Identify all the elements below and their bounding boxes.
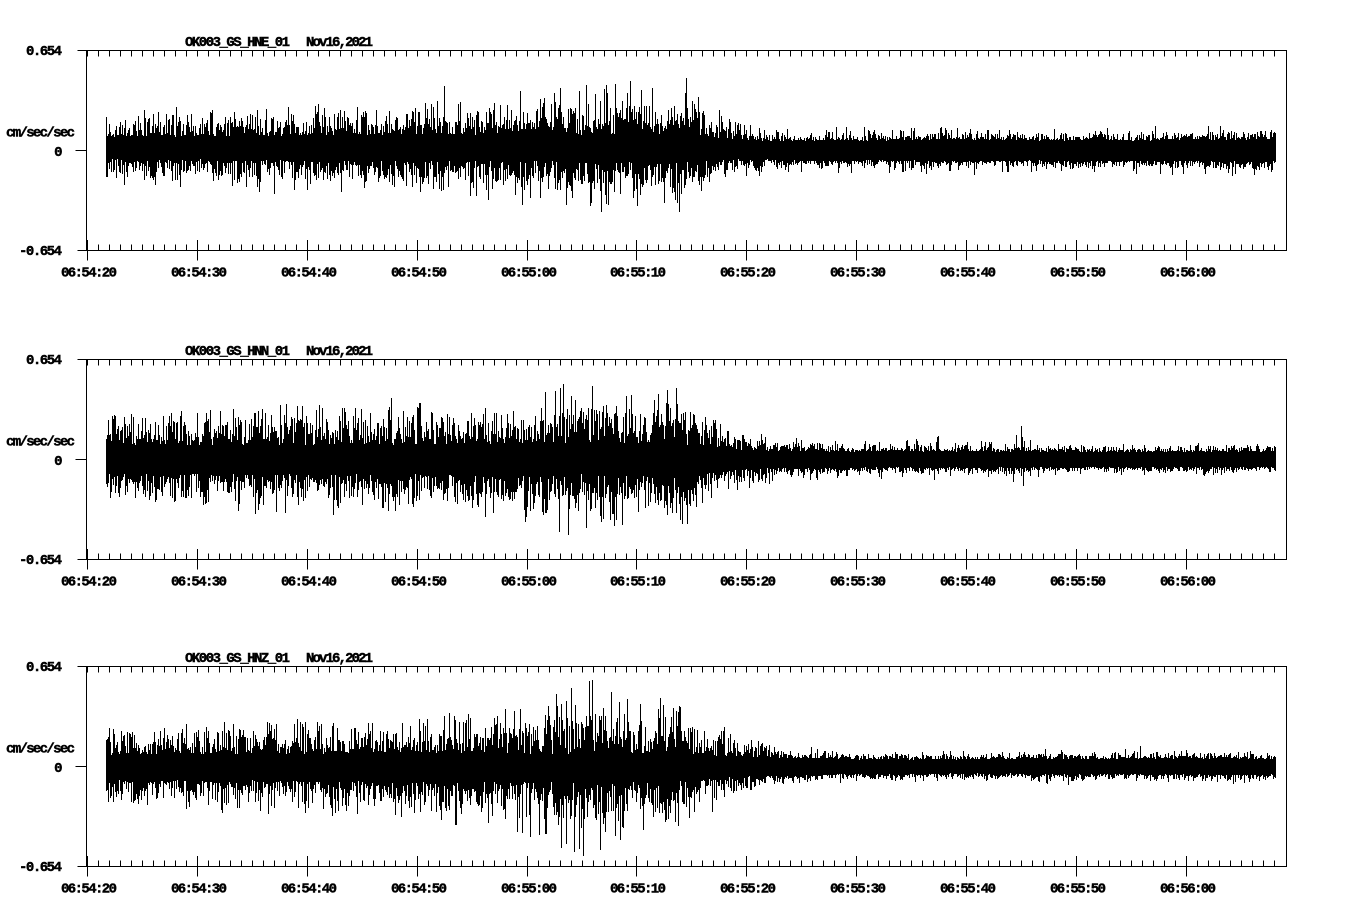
svg-text:06:54:50: 06:54:50 — [391, 575, 447, 591]
svg-text:cm/sec/sec: cm/sec/sec — [6, 126, 75, 142]
svg-text:-0.654: -0.654 — [19, 244, 62, 260]
svg-text:06:55:50: 06:55:50 — [1050, 575, 1106, 591]
svg-text:06:55:50: 06:55:50 — [1050, 266, 1106, 282]
svg-text:06:54:40: 06:54:40 — [281, 266, 337, 282]
svg-text:cm/sec/sec: cm/sec/sec — [6, 742, 75, 758]
svg-text:06:55:00: 06:55:00 — [501, 266, 557, 282]
svg-text:06:55:30: 06:55:30 — [830, 575, 886, 591]
svg-text:06:55:20: 06:55:20 — [720, 882, 776, 898]
svg-text:0: 0 — [54, 761, 62, 777]
svg-text:06:55:10: 06:55:10 — [610, 882, 666, 898]
svg-text:06:55:40: 06:55:40 — [940, 575, 996, 591]
svg-text:06:55:50: 06:55:50 — [1050, 882, 1106, 898]
svg-text:06:54:30: 06:54:30 — [171, 266, 227, 282]
svg-text:06:54:50: 06:54:50 — [391, 882, 447, 898]
svg-text:OK003_GS_HNE_01: OK003_GS_HNE_01 — [185, 35, 290, 51]
svg-text:06:55:40: 06:55:40 — [940, 882, 996, 898]
svg-text:06:55:40: 06:55:40 — [940, 266, 996, 282]
svg-text:OK003_GS_HNN_01: OK003_GS_HNN_01 — [185, 344, 290, 360]
svg-text:0.654: 0.654 — [26, 660, 62, 676]
svg-text:06:56:00: 06:56:00 — [1160, 575, 1216, 591]
svg-text:06:55:20: 06:55:20 — [720, 575, 776, 591]
svg-text:OK003_GS_HNZ_01: OK003_GS_HNZ_01 — [185, 651, 290, 667]
svg-text:06:55:20: 06:55:20 — [720, 266, 776, 282]
svg-text:06:54:30: 06:54:30 — [171, 575, 227, 591]
svg-text:06:54:20: 06:54:20 — [61, 266, 117, 282]
svg-text:06:54:50: 06:54:50 — [391, 266, 447, 282]
svg-text:06:54:30: 06:54:30 — [171, 882, 227, 898]
svg-text:06:56:00: 06:56:00 — [1160, 882, 1216, 898]
svg-text:0.654: 0.654 — [26, 353, 62, 369]
svg-text:-0.654: -0.654 — [19, 860, 62, 876]
svg-text:Nov16,2021: Nov16,2021 — [306, 651, 373, 667]
svg-text:06:55:10: 06:55:10 — [610, 575, 666, 591]
svg-text:06:56:00: 06:56:00 — [1160, 266, 1216, 282]
svg-text:06:54:40: 06:54:40 — [281, 882, 337, 898]
svg-text:06:55:30: 06:55:30 — [830, 882, 886, 898]
svg-text:06:54:20: 06:54:20 — [61, 882, 117, 898]
svg-text:06:54:20: 06:54:20 — [61, 575, 117, 591]
svg-text:0: 0 — [54, 454, 62, 470]
svg-text:Nov16,2021: Nov16,2021 — [306, 344, 373, 360]
svg-text:cm/sec/sec: cm/sec/sec — [6, 435, 75, 451]
svg-text:06:55:10: 06:55:10 — [610, 266, 666, 282]
svg-text:06:55:00: 06:55:00 — [501, 575, 557, 591]
svg-text:06:55:30: 06:55:30 — [830, 266, 886, 282]
svg-text:0: 0 — [54, 145, 62, 161]
svg-text:0.654: 0.654 — [26, 44, 62, 60]
svg-text:-0.654: -0.654 — [19, 553, 62, 569]
svg-text:06:54:40: 06:54:40 — [281, 575, 337, 591]
svg-text:Nov16,2021: Nov16,2021 — [306, 35, 373, 51]
svg-text:06:55:00: 06:55:00 — [501, 882, 557, 898]
